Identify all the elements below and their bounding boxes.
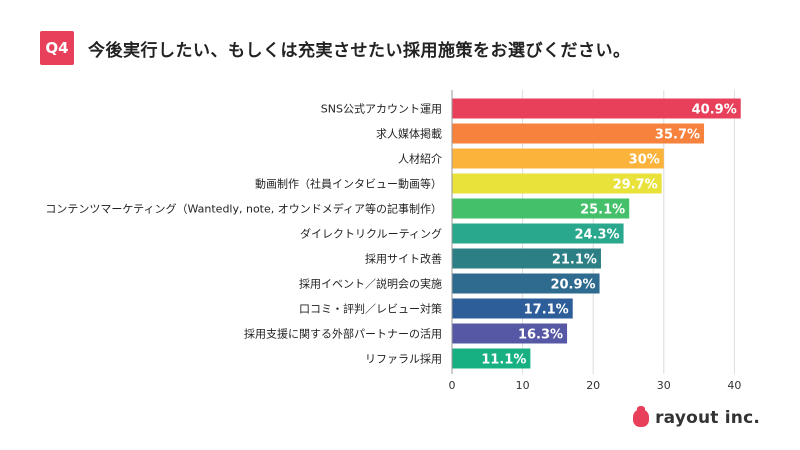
category-label: 採用イベント／説明会の実施 — [299, 277, 442, 291]
value-label: 17.1% — [524, 303, 569, 318]
bar — [452, 348, 531, 369]
category-label: SNS公式アカウント運用 — [321, 103, 442, 116]
header: Q4 今後実行したい、もしくは充実させたい採用施策をお選びください。 — [40, 28, 631, 68]
value-label: 24.3% — [574, 228, 619, 243]
category-label: コンテンツマーケティング（Wantedly, note, オウンドメディア等の記… — [45, 202, 442, 216]
bar — [452, 273, 600, 294]
category-label: リファラル採用 — [365, 352, 442, 366]
logo-icon — [633, 406, 650, 427]
bar — [452, 123, 705, 144]
bar — [452, 248, 601, 269]
page-title: 今後実行したい、もしくは充実させたい採用施策をお選びください。 — [88, 40, 631, 61]
bar — [452, 98, 741, 119]
value-label: 40.9% — [692, 103, 737, 118]
category-label: 採用支援に関する外部パートナーの活用 — [244, 327, 442, 341]
x-tick-label: 40 — [727, 379, 741, 392]
category-label: 口コミ・評判／レビュー対策 — [299, 302, 442, 316]
x-tick-label: 0 — [449, 379, 456, 392]
value-label: 20.9% — [550, 278, 595, 293]
value-label: 16.3% — [518, 328, 563, 343]
value-label: 29.7% — [613, 178, 658, 193]
category-label: 動画制作（社員インタビュー動画等） — [255, 177, 442, 191]
value-label: 30% — [629, 153, 660, 168]
company-logo: rayout inc. — [633, 406, 760, 428]
x-tick-label: 30 — [657, 379, 671, 392]
question-badge: Q4 — [40, 31, 74, 65]
bar — [452, 173, 662, 194]
category-label: ダイレクトリクルーティング — [300, 227, 442, 241]
bar — [452, 223, 624, 244]
bar — [452, 298, 573, 319]
value-label: 21.1% — [552, 253, 597, 268]
bar — [452, 198, 630, 219]
value-label: 25.1% — [580, 203, 625, 218]
x-tick-label: 20 — [586, 379, 600, 392]
category-label: 求人媒体掲載 — [376, 127, 442, 141]
value-label: 11.1% — [481, 353, 526, 368]
bar — [452, 323, 568, 344]
bar — [452, 148, 664, 169]
category-label: 人材紹介 — [398, 152, 442, 166]
x-tick-label: 10 — [516, 379, 530, 392]
logo-text: rayout inc. — [655, 408, 760, 428]
value-label: 35.7% — [655, 128, 700, 143]
category-label: 採用サイト改善 — [365, 252, 442, 266]
